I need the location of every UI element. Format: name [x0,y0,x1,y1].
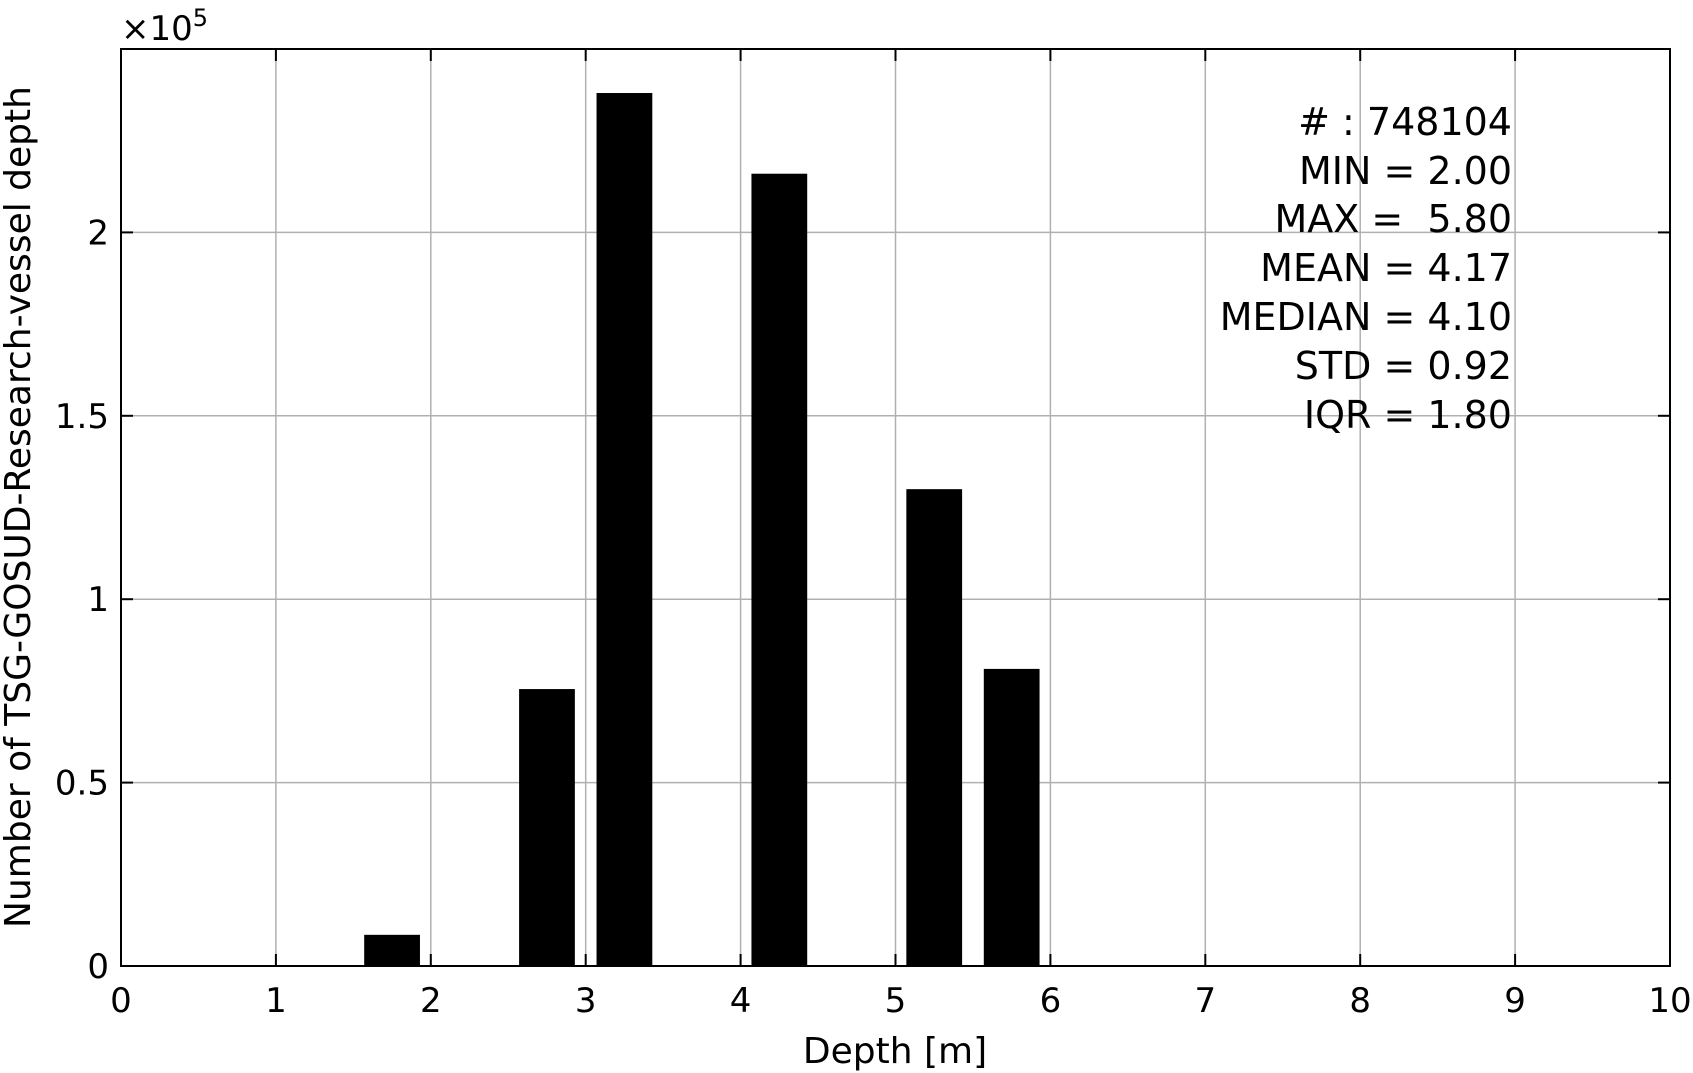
x-tick-label: 0 [110,981,132,1021]
x-tick-label: 6 [1040,981,1062,1021]
x-axis-title: Depth [m] [803,1031,987,1072]
x-tick-label: 8 [1349,981,1371,1021]
y-tick-label: 2 [87,213,109,253]
y-tick-labels: 0 0.5 1 1.5 2 [55,213,109,987]
x-tick-label: 7 [1194,981,1216,1021]
y-tick-label: 0 [87,947,109,987]
x-tick-label: 4 [730,981,752,1021]
y-axis-exponent-power: 5 [193,4,208,32]
histogram-bar [906,489,963,966]
stat-min: MIN = 2.00 [1299,149,1512,193]
y-tick-label: 0.5 [55,764,109,804]
stat-iqr: IQR = 1.80 [1304,393,1512,437]
histogram-bar [364,934,420,966]
x-tick-label: 5 [885,981,907,1021]
y-axis-exponent-label: ×105 [121,4,208,49]
y-tick-label: 1 [87,580,109,620]
x-tick-labels: 0 1 2 3 4 5 6 7 8 9 10 [110,981,1691,1021]
x-tick-label: 10 [1648,981,1691,1021]
histogram-bar [751,173,808,966]
stat-count: # : 748104 [1298,100,1512,144]
x-tick-label: 3 [575,981,597,1021]
stat-std: STD = 0.92 [1295,344,1512,388]
y-tick-label: 1.5 [55,397,109,437]
statistics-annotation: # : 748104 MIN = 2.00 MAX = 5.80 MEAN = … [1220,100,1512,437]
x-tick-label: 2 [420,981,442,1021]
stat-median: MEDIAN = 4.10 [1220,295,1512,339]
histogram-bar [519,689,575,966]
x-tick-label: 1 [265,981,287,1021]
tick-marks [120,49,1671,967]
grid-lines [121,49,1670,966]
histogram-bar [596,93,653,967]
stat-mean: MEAN = 4.17 [1260,246,1512,290]
histogram-bar [983,668,1040,966]
x-tick-label: 9 [1504,981,1526,1021]
stat-max: MAX = 5.80 [1275,197,1513,241]
y-axis-title: Number of TSG-GOSUD-Research-vessel dept… [0,86,39,928]
bars [364,93,1040,967]
